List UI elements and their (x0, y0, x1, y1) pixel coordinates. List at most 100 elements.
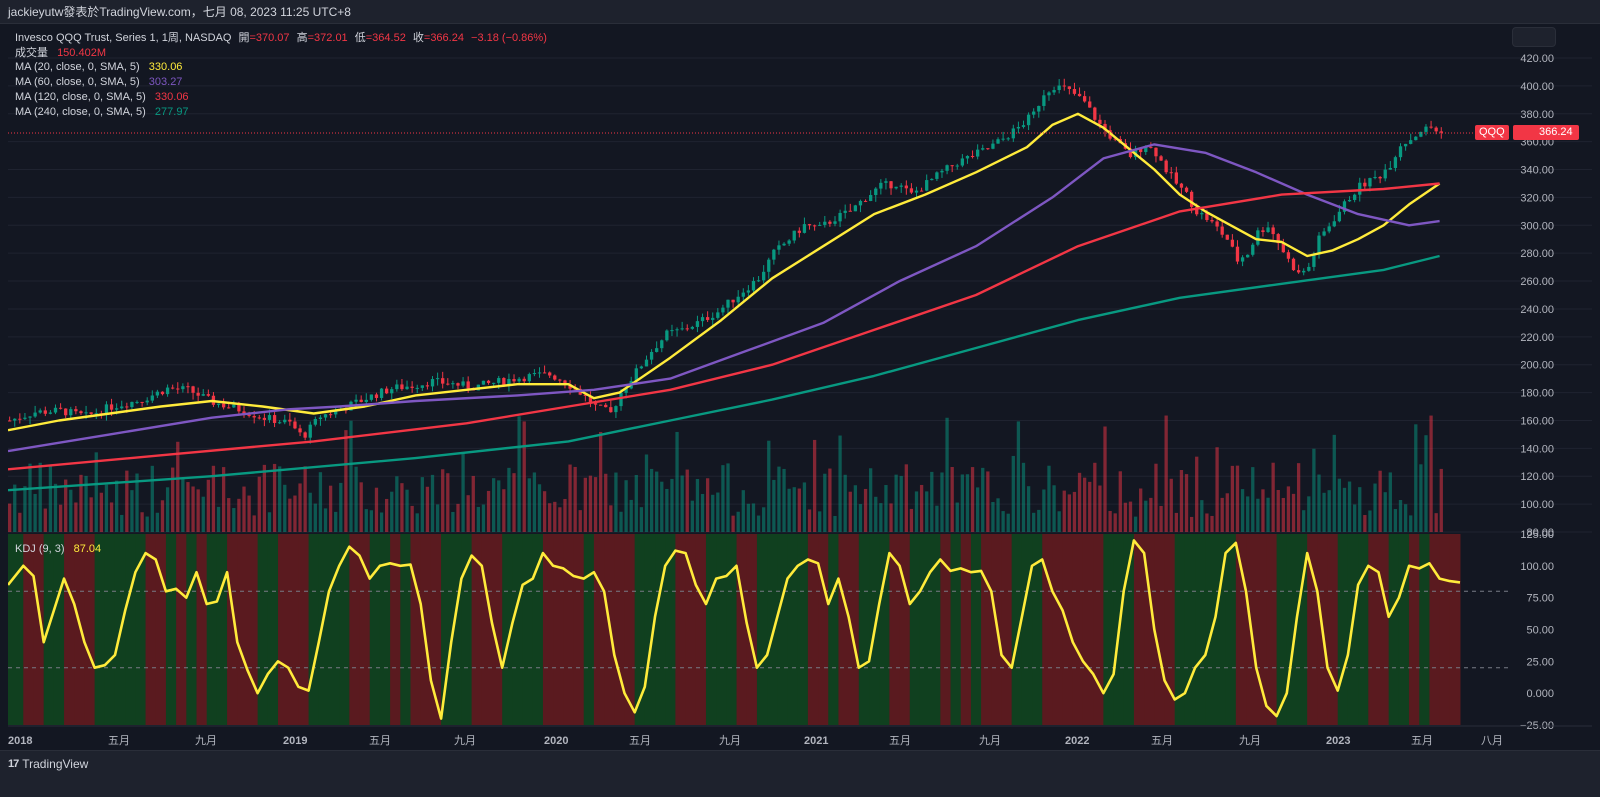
candle-body (1047, 92, 1051, 96)
ma120-line (8, 182, 1440, 471)
candle-body (604, 404, 608, 408)
volume-bar (700, 493, 705, 532)
ma20-row[interactable]: MA (20, close, 0, SMA, 5) 330.06 (15, 60, 547, 75)
volume-bar (1271, 462, 1275, 532)
volume-bar (13, 484, 17, 532)
candle-body (721, 307, 725, 313)
kdj-band (492, 534, 503, 725)
kdj-legend[interactable]: KDJ (9, 3) 87.04 (15, 543, 101, 555)
time-axis-label: 2021 (804, 735, 828, 747)
volume-bar (756, 515, 761, 532)
volume-bar (1317, 474, 1321, 532)
kdj-band (1123, 534, 1135, 725)
candle-body (1169, 172, 1173, 174)
price-chart[interactable]: 420.00400.00380.00360.00340.00320.00300.… (8, 24, 1592, 750)
volume-bar (8, 503, 12, 532)
ma60-row[interactable]: MA (60, close, 0, SMA, 5) 303.27 (15, 75, 547, 90)
time-axis-label: 九月 (1239, 734, 1261, 747)
candle-body (415, 387, 419, 389)
kdj-band (1347, 534, 1359, 725)
candle-body (323, 414, 328, 418)
volume-bar (1098, 485, 1102, 532)
candle-body (853, 205, 858, 212)
candle-body (120, 406, 124, 409)
ma120-row[interactable]: MA (120, close, 0, SMA, 5) 330.06 (15, 90, 547, 105)
kdj-band (940, 534, 952, 725)
candle-body (700, 317, 705, 322)
candle-body (996, 139, 1000, 144)
kdj-axis-label: 0.000 (1526, 688, 1554, 700)
low-label: 低 (354, 32, 366, 44)
candle-body (497, 378, 501, 383)
price-axis-label: 260.00 (1520, 276, 1554, 288)
volume-bar (349, 420, 353, 532)
chart-area[interactable]: 420.00 400.00 380.00 360.00 340.00 320.00 300.… (8, 24, 1592, 750)
volume-bar (512, 473, 516, 532)
kdj-band (1011, 534, 1023, 725)
kdj-band (858, 534, 870, 725)
candle-body (1093, 107, 1097, 120)
volume-bar (155, 512, 160, 532)
kdj-band (563, 534, 575, 725)
kdj-band (288, 534, 299, 725)
volume-bar (257, 476, 261, 532)
candle-body (1286, 252, 1291, 259)
ma240-row[interactable]: MA (240, close, 0, SMA, 5) 277.97 (15, 105, 547, 120)
kdj-band (1164, 534, 1176, 725)
kdj-band (736, 534, 748, 725)
volume-bar (1312, 448, 1316, 532)
volume-bar (461, 453, 465, 532)
volume-bar (486, 490, 491, 532)
candle-body (441, 378, 445, 384)
time-axis-label: 2018 (8, 735, 32, 747)
tradingview-logo[interactable]: 17 TradingView (8, 757, 88, 771)
volume-bar (181, 478, 185, 532)
volume-bar (1378, 470, 1382, 532)
kdj-band (665, 534, 676, 725)
kdj-label: KDJ (9, 3) (15, 543, 65, 555)
volume-bar (1235, 465, 1240, 532)
volume-bar (1215, 447, 1219, 532)
candle-body (308, 424, 312, 438)
settings-box[interactable] (1512, 27, 1556, 47)
candle-body (1026, 114, 1031, 126)
volume-bar (746, 503, 751, 532)
candle-body (1439, 131, 1443, 133)
candle-body (665, 330, 669, 341)
volume-bar (1195, 456, 1199, 532)
candle-body (751, 280, 756, 291)
candle-body (1062, 85, 1066, 87)
volume-bar (1200, 500, 1204, 532)
volume-bar (334, 511, 338, 532)
kdj-band (379, 534, 391, 725)
volume-bar (833, 515, 837, 532)
candle-body (1230, 239, 1235, 247)
volume-bar (1383, 492, 1387, 532)
candle-body (731, 299, 735, 303)
candle-body (247, 414, 251, 416)
kdj-band (899, 534, 911, 725)
open-value: =370.07 (249, 32, 290, 44)
candle-body (1103, 123, 1107, 131)
candle-body (221, 403, 226, 408)
candle-body (58, 407, 63, 409)
candle-body (991, 143, 995, 149)
kdj-band (410, 534, 422, 725)
kdj-band (726, 534, 738, 725)
volume-bar (690, 500, 694, 532)
candle-body (140, 401, 144, 403)
candle-body (874, 188, 878, 196)
volume-bar (227, 498, 231, 532)
volume-bar (945, 417, 949, 532)
price-axis-label: 340.00 (1520, 165, 1554, 177)
time-axis-label: 九月 (979, 734, 1001, 747)
candle-body (1057, 85, 1061, 91)
volume-bar (43, 508, 47, 532)
volume-bar (1205, 513, 1209, 532)
candle-body (899, 185, 903, 187)
kdj-band (705, 534, 717, 725)
volume-bar (471, 475, 475, 532)
price-axis-label: 120.00 (1520, 471, 1554, 483)
candle-body (374, 394, 379, 398)
kdj-band (797, 534, 809, 725)
